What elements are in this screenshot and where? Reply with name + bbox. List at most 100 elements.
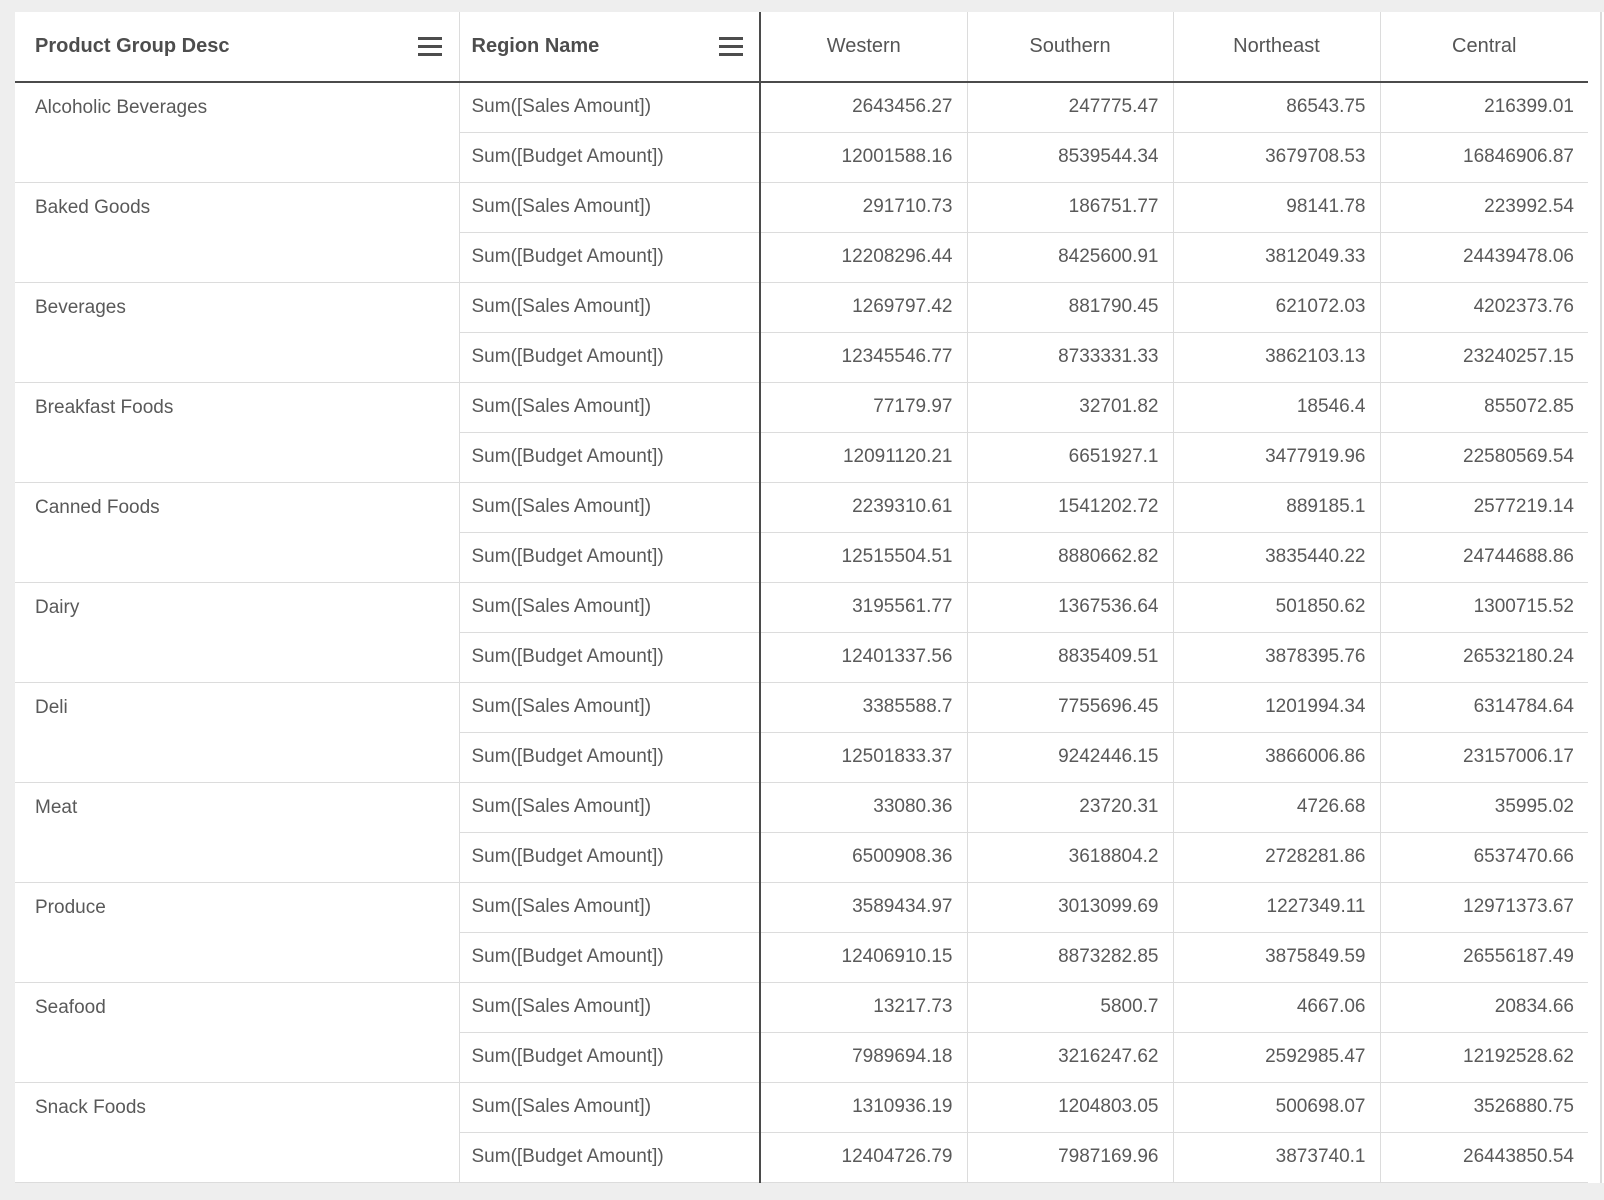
value-cell[interactable]: 1300715.52 (1380, 582, 1588, 633)
value-cell[interactable]: 8425600.91 (967, 232, 1174, 283)
value-cell[interactable]: 291710.73 (760, 182, 968, 233)
value-cell[interactable]: 1310936.19 (760, 1082, 968, 1133)
value-cell[interactable]: 223992.54 (1380, 182, 1588, 233)
value-cell[interactable]: 98141.78 (1173, 182, 1381, 233)
column-menu-icon[interactable] (719, 37, 743, 56)
value-cell[interactable]: 501850.62 (1173, 582, 1381, 633)
value-cell[interactable]: 3618804.2 (967, 832, 1174, 883)
value-cell[interactable]: 621072.03 (1173, 282, 1381, 333)
column-header-central[interactable]: Central (1380, 12, 1588, 83)
value-cell[interactable]: 2643456.27 (760, 82, 968, 133)
value-cell[interactable]: 3013099.69 (967, 882, 1174, 933)
value-cell[interactable]: 13217.73 (760, 982, 968, 1033)
value-cell[interactable]: 12501833.37 (760, 732, 968, 783)
value-cell[interactable]: 1269797.42 (760, 282, 968, 333)
value-cell[interactable]: 3477919.96 (1173, 432, 1381, 483)
value-cell[interactable]: 23720.31 (967, 782, 1174, 833)
value-cell[interactable]: 7989694.18 (760, 1032, 968, 1083)
value-cell[interactable]: 889185.1 (1173, 482, 1381, 533)
value-cell[interactable]: 8873282.85 (967, 932, 1174, 983)
value-cell[interactable]: 2577219.14 (1380, 482, 1588, 533)
value-cell[interactable]: 247775.47 (967, 82, 1174, 133)
column-header-southern[interactable]: Southern (967, 12, 1174, 83)
value-cell[interactable]: 3216247.62 (967, 1032, 1174, 1083)
value-cell[interactable]: 3589434.97 (760, 882, 968, 933)
value-cell[interactable]: 33080.36 (760, 782, 968, 833)
value-cell[interactable]: 24744688.86 (1380, 532, 1588, 583)
value-cell[interactable]: 24439478.06 (1380, 232, 1588, 283)
value-cell[interactable]: 3866006.86 (1173, 732, 1381, 783)
value-cell[interactable]: 6500908.36 (760, 832, 968, 883)
value-cell[interactable]: 3835440.22 (1173, 532, 1381, 583)
value-cell[interactable]: 23240257.15 (1380, 332, 1588, 383)
value-cell[interactable]: 20834.66 (1380, 982, 1588, 1033)
value-cell[interactable]: 3862103.13 (1173, 332, 1381, 383)
value-cell[interactable]: 12515504.51 (760, 532, 968, 583)
value-cell[interactable]: 23157006.17 (1380, 732, 1588, 783)
value-cell[interactable]: 12345546.77 (760, 332, 968, 383)
value-cell[interactable]: 6537470.66 (1380, 832, 1588, 883)
value-cell[interactable]: 3878395.76 (1173, 632, 1381, 683)
value-cell[interactable]: 855072.85 (1380, 382, 1588, 433)
value-cell[interactable]: 22580569.54 (1380, 432, 1588, 483)
value-cell[interactable]: 2728281.86 (1173, 832, 1381, 883)
measure-label-cell: Sum([Budget Amount]) (459, 532, 761, 583)
value-cell[interactable]: 6314784.64 (1380, 682, 1588, 733)
value-cell[interactable]: 12091120.21 (760, 432, 968, 483)
value-cell[interactable]: 3875849.59 (1173, 932, 1381, 983)
value-cell[interactable]: 77179.97 (760, 382, 968, 433)
value-cell[interactable]: 216399.01 (1380, 82, 1588, 133)
value-cell[interactable]: 12971373.67 (1380, 882, 1588, 933)
value-cell[interactable]: 86543.75 (1173, 82, 1381, 133)
column-menu-icon[interactable] (417, 37, 442, 56)
value-cell[interactable]: 7987169.96 (967, 1132, 1174, 1183)
value-cell[interactable]: 4667.06 (1173, 982, 1381, 1033)
value-cell[interactable]: 2239310.61 (760, 482, 968, 533)
value-cell[interactable]: 12208296.44 (760, 232, 968, 283)
value-cell[interactable]: 12192528.62 (1380, 1032, 1588, 1083)
value-cell[interactable]: 8733331.33 (967, 332, 1174, 383)
value-cell[interactable]: 3873740.1 (1173, 1132, 1381, 1183)
value-cell[interactable]: 35995.02 (1380, 782, 1588, 833)
value-cell[interactable]: 1201994.34 (1173, 682, 1381, 733)
value-cell[interactable]: 3526880.75 (1380, 1082, 1588, 1133)
value-cell[interactable]: 1367536.64 (967, 582, 1174, 633)
value-cell[interactable]: 32701.82 (967, 382, 1174, 433)
value-cell[interactable]: 1227349.11 (1173, 882, 1381, 933)
value-cell[interactable]: 7755696.45 (967, 682, 1174, 733)
value-cell[interactable]: 1541202.72 (967, 482, 1174, 533)
value-cell[interactable]: 12404726.79 (760, 1132, 968, 1183)
value-cell[interactable]: 186751.77 (967, 182, 1174, 233)
region-column-header[interactable]: Region Name (459, 12, 761, 83)
value-cell[interactable]: 8880662.82 (967, 532, 1174, 583)
value-cell[interactable]: 8539544.34 (967, 132, 1174, 183)
column-header-western[interactable]: Western (760, 12, 968, 83)
value-cell[interactable]: 3679708.53 (1173, 132, 1381, 183)
value-cell[interactable]: 1204803.05 (967, 1082, 1174, 1133)
value-cell[interactable]: 26443850.54 (1380, 1132, 1588, 1183)
value-cell[interactable]: 4202373.76 (1380, 282, 1588, 333)
column-header-northeast[interactable]: Northeast (1173, 12, 1381, 83)
value-cell[interactable]: 12001588.16 (760, 132, 968, 183)
value-cell[interactable]: 18546.4 (1173, 382, 1381, 433)
value-cell[interactable]: 3195561.77 (760, 582, 968, 633)
value-cell[interactable]: 12406910.15 (760, 932, 968, 983)
value-cell[interactable]: 6651927.1 (967, 432, 1174, 483)
value-cell[interactable]: 3812049.33 (1173, 232, 1381, 283)
product-column-header[interactable]: Product Group Desc (15, 12, 460, 83)
value-cell[interactable]: 3385588.7 (760, 682, 968, 733)
value-cell[interactable]: 4726.68 (1173, 782, 1381, 833)
value-cell[interactable]: 500698.07 (1173, 1082, 1381, 1133)
value-cell[interactable]: 26556187.49 (1380, 932, 1588, 983)
value-cell[interactable]: 16846906.87 (1380, 132, 1588, 183)
value-cell[interactable]: 8835409.51 (967, 632, 1174, 683)
value-cell[interactable]: 12401337.56 (760, 632, 968, 683)
value-cell[interactable]: 2592985.47 (1173, 1032, 1381, 1083)
header-row: Product Group Desc Region Name Western S… (15, 12, 1588, 83)
group-row-sales: Breakfast Foods Sum([Sales Amount]) 77179.… (15, 382, 1588, 483)
value-cell[interactable]: 26532180.24 (1380, 632, 1588, 683)
value-cell[interactable]: 9242446.15 (967, 732, 1174, 783)
group-row-budget: Sum([Budget Amount]) 12404726.79 7987169.9… (15, 1132, 1588, 1183)
value-cell[interactable]: 881790.45 (967, 282, 1174, 333)
value-cell[interactable]: 5800.7 (967, 982, 1174, 1033)
